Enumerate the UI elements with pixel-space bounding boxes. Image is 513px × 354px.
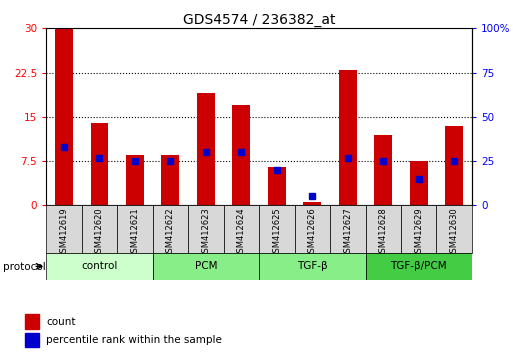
- FancyBboxPatch shape: [153, 205, 188, 253]
- Text: GSM412629: GSM412629: [414, 208, 423, 258]
- FancyBboxPatch shape: [401, 205, 437, 253]
- Text: GSM412630: GSM412630: [450, 208, 459, 258]
- FancyBboxPatch shape: [365, 205, 401, 253]
- Text: GSM412620: GSM412620: [95, 208, 104, 258]
- Title: GDS4574 / 236382_at: GDS4574 / 236382_at: [183, 13, 336, 27]
- Bar: [197, 93, 215, 205]
- Text: protocol: protocol: [3, 262, 45, 272]
- Text: TGF-β/PCM: TGF-β/PCM: [390, 261, 447, 272]
- Bar: [25, 314, 40, 329]
- FancyBboxPatch shape: [117, 205, 153, 253]
- Text: GSM412624: GSM412624: [237, 208, 246, 258]
- Text: PCM: PCM: [194, 261, 217, 272]
- Text: GSM412622: GSM412622: [166, 208, 175, 258]
- Bar: [232, 105, 250, 205]
- FancyBboxPatch shape: [82, 205, 117, 253]
- FancyBboxPatch shape: [437, 205, 472, 253]
- Bar: [162, 155, 179, 205]
- Text: TGF-β: TGF-β: [297, 261, 328, 272]
- Bar: [374, 135, 392, 205]
- Bar: [55, 28, 73, 205]
- FancyBboxPatch shape: [259, 205, 294, 253]
- Bar: [268, 167, 286, 205]
- Text: control: control: [81, 261, 117, 272]
- Text: percentile rank within the sample: percentile rank within the sample: [47, 335, 222, 345]
- Bar: [303, 202, 321, 205]
- FancyBboxPatch shape: [294, 205, 330, 253]
- Bar: [339, 70, 357, 205]
- FancyBboxPatch shape: [46, 205, 82, 253]
- Bar: [445, 126, 463, 205]
- FancyBboxPatch shape: [259, 253, 365, 280]
- Text: GSM412627: GSM412627: [343, 208, 352, 258]
- Text: GSM412625: GSM412625: [272, 208, 281, 258]
- Bar: [25, 332, 40, 347]
- Bar: [90, 123, 108, 205]
- FancyBboxPatch shape: [365, 253, 472, 280]
- FancyBboxPatch shape: [46, 253, 152, 280]
- FancyBboxPatch shape: [330, 205, 365, 253]
- Text: GSM412626: GSM412626: [308, 208, 317, 258]
- Text: GSM412621: GSM412621: [130, 208, 140, 258]
- Text: count: count: [47, 316, 76, 327]
- Text: GSM412619: GSM412619: [60, 208, 68, 258]
- Text: GSM412628: GSM412628: [379, 208, 388, 258]
- Bar: [126, 155, 144, 205]
- FancyBboxPatch shape: [188, 205, 224, 253]
- Bar: [410, 161, 428, 205]
- Text: GSM412623: GSM412623: [201, 208, 210, 258]
- FancyBboxPatch shape: [152, 253, 259, 280]
- FancyBboxPatch shape: [224, 205, 259, 253]
